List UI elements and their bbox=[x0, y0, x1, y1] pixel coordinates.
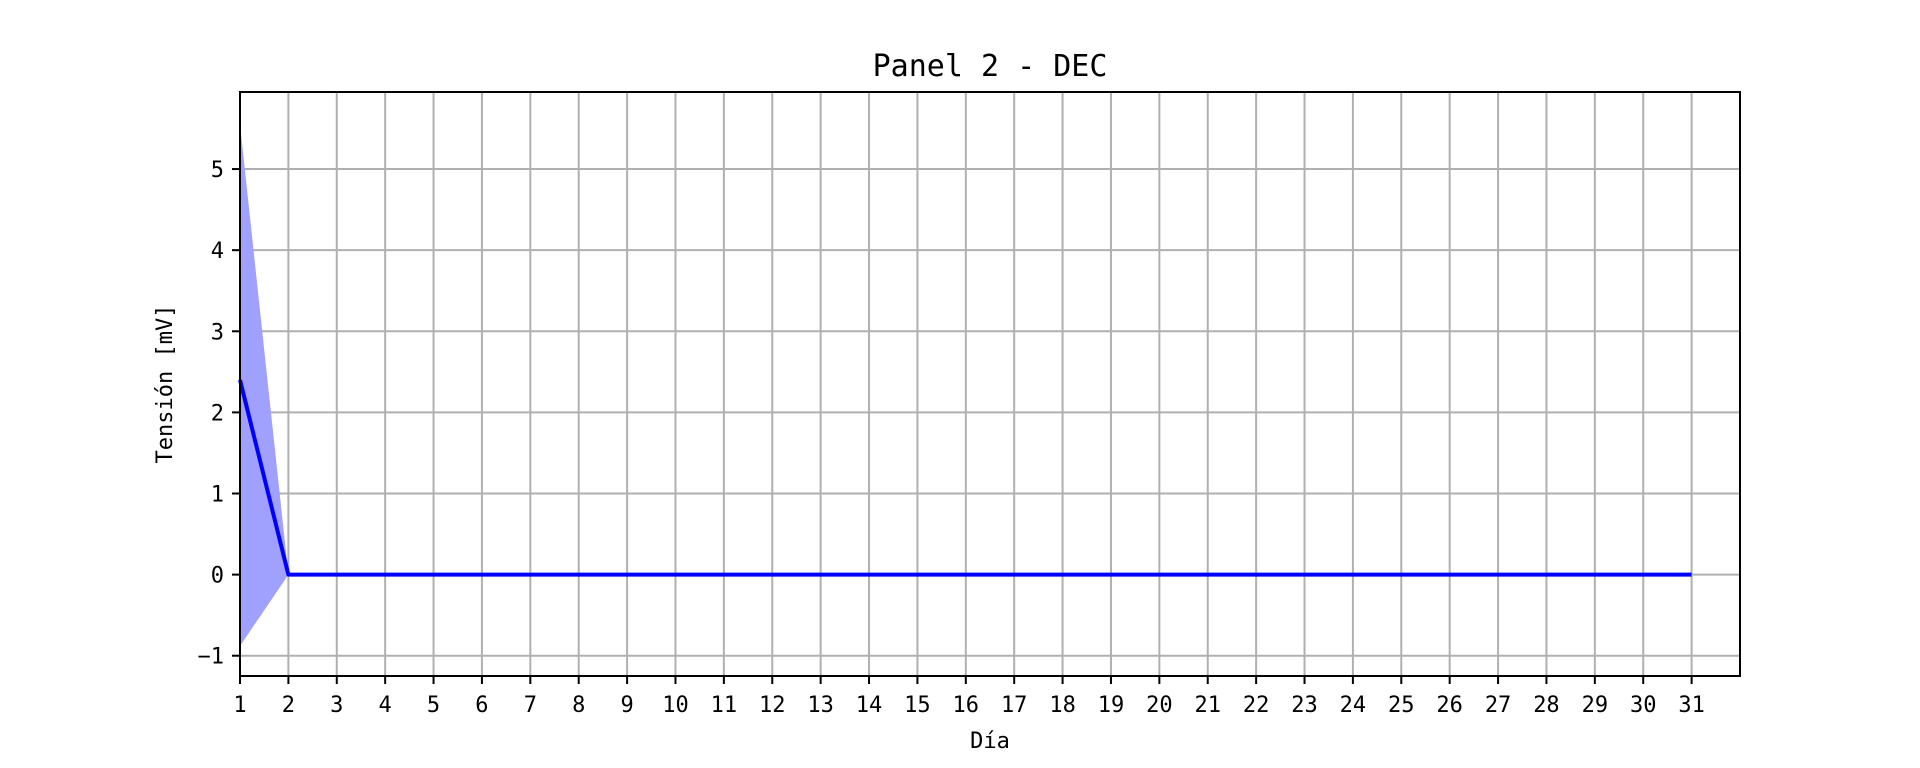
x-tick-label: 11 bbox=[711, 693, 738, 718]
x-tick-label: 24 bbox=[1340, 693, 1367, 718]
x-tick-label: 4 bbox=[379, 693, 392, 718]
x-tick-label: 9 bbox=[620, 693, 633, 718]
y-tick-label: 3 bbox=[211, 320, 224, 345]
x-tick-label: 18 bbox=[1049, 693, 1076, 718]
x-tick-label: 10 bbox=[662, 693, 689, 718]
x-tick-label: 25 bbox=[1388, 693, 1415, 718]
x-tick-label: 13 bbox=[807, 693, 834, 718]
y-axis-label: Tensión [mV] bbox=[153, 305, 178, 464]
x-tick-label: 7 bbox=[524, 693, 537, 718]
x-tick-label: 21 bbox=[1194, 693, 1221, 718]
chart-title: Panel 2 - DEC bbox=[873, 49, 1108, 84]
y-tick-label: −1 bbox=[198, 645, 225, 670]
x-tick-label: 31 bbox=[1678, 693, 1705, 718]
y-tick-label: 5 bbox=[211, 158, 224, 183]
x-tick-label: 16 bbox=[953, 693, 980, 718]
x-tick-label: 2 bbox=[282, 693, 295, 718]
y-tick-label: 0 bbox=[211, 564, 224, 589]
x-tick-label: 17 bbox=[1001, 693, 1028, 718]
series-line bbox=[238, 379, 1692, 577]
tick-layer: 1 2 3 4 5 6 7 8 9 10 11 12 13 14 15 16 17 18 19 20 21 22 23 24 2… bbox=[198, 158, 1705, 718]
grid-layer bbox=[239, 92, 1740, 676]
y-tick-label: 4 bbox=[211, 239, 224, 264]
x-tick-label: 22 bbox=[1243, 693, 1270, 718]
x-tick-label: 28 bbox=[1533, 693, 1560, 718]
x-tick-label: 27 bbox=[1485, 693, 1512, 718]
x-tick-label: 1 bbox=[233, 693, 246, 718]
x-tick-label: 14 bbox=[856, 693, 883, 718]
x-tick-label: 29 bbox=[1582, 693, 1609, 718]
x-tick-label: 12 bbox=[759, 693, 786, 718]
y-tick-label: 2 bbox=[211, 401, 224, 426]
y-tick-label: 1 bbox=[211, 483, 224, 508]
line-layer bbox=[238, 379, 1692, 577]
x-tick-label: 26 bbox=[1436, 693, 1463, 718]
x-tick-label: 23 bbox=[1291, 693, 1318, 718]
x-axis-label: Día bbox=[970, 729, 1010, 754]
x-tick-label: 20 bbox=[1146, 693, 1173, 718]
plot-frame bbox=[239, 91, 1741, 677]
x-tick-label: 3 bbox=[330, 693, 343, 718]
x-tick-label: 19 bbox=[1098, 693, 1125, 718]
x-tick-label: 30 bbox=[1630, 693, 1657, 718]
x-tick-label: 8 bbox=[572, 693, 585, 718]
x-tick-label: 5 bbox=[427, 693, 440, 718]
x-tick-label: 15 bbox=[904, 693, 931, 718]
x-tick-label: 6 bbox=[475, 693, 488, 718]
